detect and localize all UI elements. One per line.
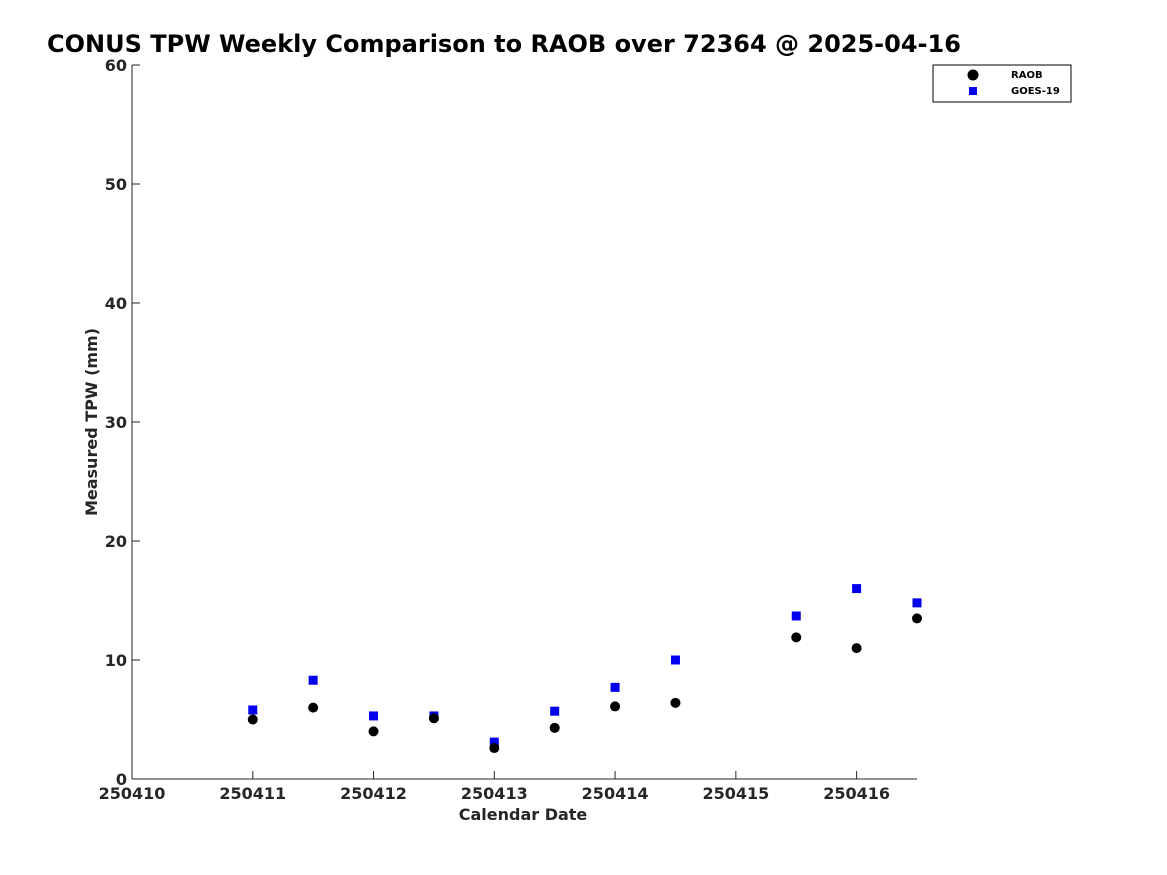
y-tick-label: 20 xyxy=(105,532,127,551)
x-tick-label: 250416 xyxy=(823,784,890,803)
y-tick-label: 40 xyxy=(105,294,127,313)
x-tick-label: 250412 xyxy=(340,784,407,803)
goes19-point xyxy=(308,675,318,685)
raob-point xyxy=(791,632,802,643)
y-tick-label: 30 xyxy=(105,413,127,432)
raob-point xyxy=(368,726,379,737)
y-tick-label: 60 xyxy=(105,56,127,75)
y-tick-label: 50 xyxy=(105,175,127,194)
y-tick-label: 0 xyxy=(116,770,127,789)
chart-title: CONUS TPW Weekly Comparison to RAOB over… xyxy=(47,30,961,58)
goes19-point xyxy=(610,682,620,692)
raob-point xyxy=(912,613,922,624)
legend-raob-label: RAOB xyxy=(1011,70,1043,81)
goes19-point xyxy=(550,706,560,716)
legend-goes-marker xyxy=(969,87,977,95)
x-tick-label: 250414 xyxy=(582,784,649,803)
raob-point xyxy=(549,722,560,733)
x-tick-label: 250415 xyxy=(702,784,769,803)
raob-point xyxy=(851,643,862,654)
raob-point xyxy=(489,743,500,754)
legend-box xyxy=(932,64,1072,103)
y-tick-label: 10 xyxy=(105,651,127,670)
data-points xyxy=(247,584,922,754)
goes19-point xyxy=(791,611,801,621)
x-tick-label: 250411 xyxy=(219,784,286,803)
y-ticks: 0 10 20 30 40 50 60 xyxy=(105,56,140,789)
x-ticks: 250410 250411 250412 250413 250414 250415 2504… xyxy=(99,771,890,803)
legend-goes-label: GOES-19 xyxy=(1011,86,1060,97)
raob-point xyxy=(308,702,319,713)
goes19-point xyxy=(248,705,258,715)
goes19-point xyxy=(670,655,680,665)
plot-axes xyxy=(131,65,917,780)
goes19-point xyxy=(369,711,379,721)
raob-point xyxy=(610,701,621,712)
x-axis-label: Calendar Date xyxy=(459,805,588,824)
raob-point xyxy=(428,713,439,724)
goes19-point xyxy=(912,598,922,608)
goes19-point xyxy=(489,737,499,747)
x-tick-label: 250413 xyxy=(461,784,528,803)
y-axis-label: Measured TPW (mm) xyxy=(82,328,101,516)
legend-raob-marker xyxy=(967,69,979,81)
raob-point xyxy=(670,697,681,708)
raob-point xyxy=(247,714,258,725)
x-tick-label: 250410 xyxy=(99,784,166,803)
goes19-point xyxy=(852,584,862,594)
legend: RAOB GOES-19 xyxy=(932,64,1072,103)
